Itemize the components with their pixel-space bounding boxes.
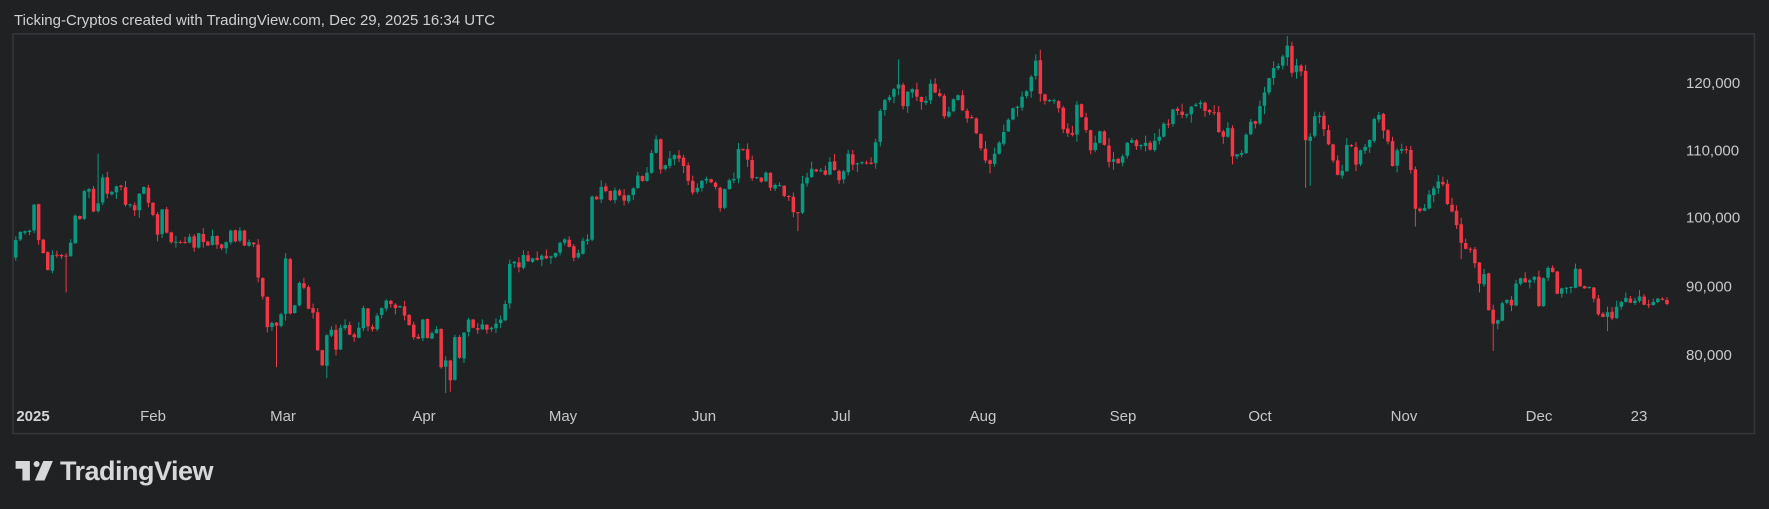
svg-text:100,000: 100,000	[1686, 210, 1740, 227]
svg-text:Ticking-Cryptos created with T: Ticking-Cryptos created with TradingView…	[14, 12, 495, 29]
svg-text:Jun: Jun	[692, 408, 716, 425]
svg-text:Oct: Oct	[1248, 408, 1272, 425]
svg-text:TradingView: TradingView	[60, 456, 215, 486]
svg-text:23: 23	[1631, 408, 1648, 425]
svg-text:Dec: Dec	[1526, 408, 1553, 425]
svg-text:2025: 2025	[16, 408, 49, 425]
svg-text:Feb: Feb	[140, 408, 166, 425]
svg-text:80,000: 80,000	[1686, 347, 1732, 364]
svg-text:Aug: Aug	[970, 408, 997, 425]
svg-text:Mar: Mar	[270, 408, 296, 425]
svg-text:Jul: Jul	[831, 408, 850, 425]
svg-text:90,000: 90,000	[1686, 279, 1732, 296]
svg-text:120,000: 120,000	[1686, 75, 1740, 92]
svg-text:May: May	[549, 408, 578, 425]
svg-text:110,000: 110,000	[1686, 143, 1739, 160]
svg-text:Sep: Sep	[1110, 408, 1137, 425]
svg-text:Apr: Apr	[412, 408, 435, 425]
svg-text:Nov: Nov	[1391, 408, 1418, 425]
